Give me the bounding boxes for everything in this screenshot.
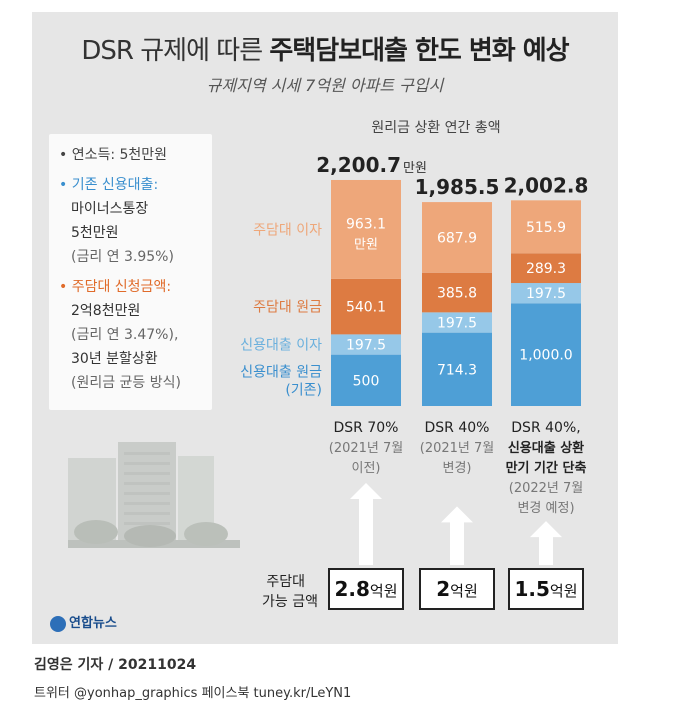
bar-segment bbox=[422, 332, 492, 406]
segment-value-label: 963.1 bbox=[346, 216, 386, 232]
segment-value-label: 687.9 bbox=[437, 230, 477, 246]
page-subtitle: 규제지역 시세 7억원 아파트 구입시 bbox=[206, 76, 444, 95]
info-mortgage-l3: 30년 분할상환 bbox=[71, 351, 158, 367]
info-mortgage-l4: (원리금 균등 방식) bbox=[71, 375, 181, 391]
yonhap-logo: 연합뉴스 bbox=[50, 612, 117, 632]
segment-value-label: 197.5 bbox=[526, 286, 566, 302]
bar-segment bbox=[331, 179, 401, 279]
bar-segment bbox=[511, 303, 581, 406]
limit-title: 주담대 bbox=[266, 574, 305, 590]
limit-number: 2.8 bbox=[334, 577, 369, 601]
bar-segment bbox=[422, 312, 492, 333]
limit-value: 1.5억원 bbox=[514, 577, 577, 601]
segment-value-label: 500 bbox=[353, 373, 380, 389]
bar-total-unit: 만원 bbox=[403, 161, 427, 176]
bar-segment bbox=[511, 253, 581, 284]
bar-total-label: 2,200.7 bbox=[316, 153, 401, 177]
bar-segment bbox=[422, 202, 492, 273]
info-mortgage-head: • 주담대 신청금액: bbox=[59, 279, 172, 295]
title-bold: 주택담보대출 한도 변화 예상 bbox=[269, 36, 569, 66]
segment-value-label: 197.5 bbox=[346, 338, 386, 354]
limit-box bbox=[419, 568, 495, 610]
limit-value: 2억원 bbox=[436, 577, 478, 601]
info-mortgage-l1: 2억8천만원 bbox=[71, 303, 141, 319]
segment-unit-label: 만원 bbox=[354, 237, 378, 252]
bar-segment bbox=[331, 334, 401, 355]
limit-unit: 억원 bbox=[550, 582, 578, 600]
category-label: DSR 40%, bbox=[511, 420, 580, 436]
info-credit-head: • 기존 신용대출: bbox=[59, 177, 159, 193]
category-sub-label: 변경 예정) bbox=[517, 501, 574, 516]
up-arrow-icon bbox=[530, 521, 562, 565]
up-arrow-icon bbox=[350, 483, 382, 565]
segment-value-label: 540.1 bbox=[346, 300, 386, 316]
info-credit-l1: 마이너스통장 bbox=[71, 201, 149, 217]
bar-total-label: 1,985.5 bbox=[415, 175, 500, 199]
page-title: DSR 규제에 따른 주택담보대출 한도 변화 예상 bbox=[32, 30, 618, 67]
condition-box: • 연소득: 5천만원 • 기존 신용대출: 마이너스통장 5천만원 (금리 연… bbox=[49, 134, 212, 410]
limit-number: 2 bbox=[436, 577, 450, 601]
bar-segment bbox=[331, 354, 401, 406]
limit-box bbox=[328, 568, 404, 610]
info-mortgage-l2: (금리 연 3.47%), bbox=[71, 327, 179, 343]
bar-segment bbox=[331, 278, 401, 335]
limit-box bbox=[508, 568, 584, 610]
segment-value-label: 714.3 bbox=[437, 362, 477, 378]
category-label: DSR 70% bbox=[334, 420, 399, 436]
limit-unit: 억원 bbox=[370, 582, 398, 600]
info-credit-l2: 5천만원 bbox=[71, 225, 119, 241]
series-label: 주담대 이자 bbox=[253, 222, 322, 238]
limit-unit: 억원 bbox=[450, 582, 478, 600]
unit-label: 원리금 상환 연간 총액 bbox=[371, 120, 500, 136]
limit-title: 가능 금액 bbox=[262, 594, 318, 610]
bar-total-label: 2,002.8 bbox=[504, 173, 589, 197]
apartment-illustration bbox=[68, 442, 240, 548]
category-sub-label: 이전) bbox=[352, 461, 381, 476]
limit-value: 2.8억원 bbox=[334, 577, 397, 601]
byline: 김영은 기자 / 20211024 bbox=[34, 657, 197, 673]
category-label: DSR 40% bbox=[425, 420, 490, 436]
up-arrow-icon bbox=[441, 506, 473, 565]
category-sub-label: 변경) bbox=[443, 461, 472, 476]
category-sub-label: 신용대출 상환 bbox=[508, 440, 584, 456]
segment-value-label: 515.9 bbox=[526, 220, 566, 236]
info-income: • 연소득: 5천만원 bbox=[59, 147, 168, 163]
category-sub-label: 만기 기간 단축 bbox=[506, 460, 587, 476]
series-label: 신용대출 이자 bbox=[240, 338, 322, 354]
title-prefix: DSR 규제에 따른 bbox=[81, 36, 270, 66]
bar-segment bbox=[422, 272, 492, 313]
category-sub-label: (2021년 7월 bbox=[420, 441, 494, 456]
series-label: 주담대 원금 bbox=[253, 300, 322, 316]
yonhap-logo-icon bbox=[50, 615, 66, 632]
sns-links: 트위터 @yonhap_graphics 페이스북 tuney.kr/LeYN1 bbox=[34, 686, 352, 701]
category-sub-label: (2021년 7월 bbox=[329, 441, 403, 456]
segment-value-label: 197.5 bbox=[437, 315, 477, 331]
logo-text: 연합뉴스 bbox=[69, 616, 117, 631]
series-sub-label: (기존) bbox=[285, 382, 322, 398]
category-sub-label: (2022년 7월 bbox=[509, 481, 583, 496]
info-credit-l3: (금리 연 3.95%) bbox=[71, 249, 174, 265]
segment-value-label: 385.8 bbox=[437, 286, 477, 302]
bar-segment bbox=[511, 200, 581, 254]
series-label: 신용대출 원금 bbox=[240, 364, 322, 380]
segment-value-label: 1,000.0 bbox=[519, 348, 572, 364]
bar-segment bbox=[511, 283, 581, 304]
segment-value-label: 289.3 bbox=[526, 261, 566, 277]
limit-number: 1.5 bbox=[514, 577, 549, 601]
